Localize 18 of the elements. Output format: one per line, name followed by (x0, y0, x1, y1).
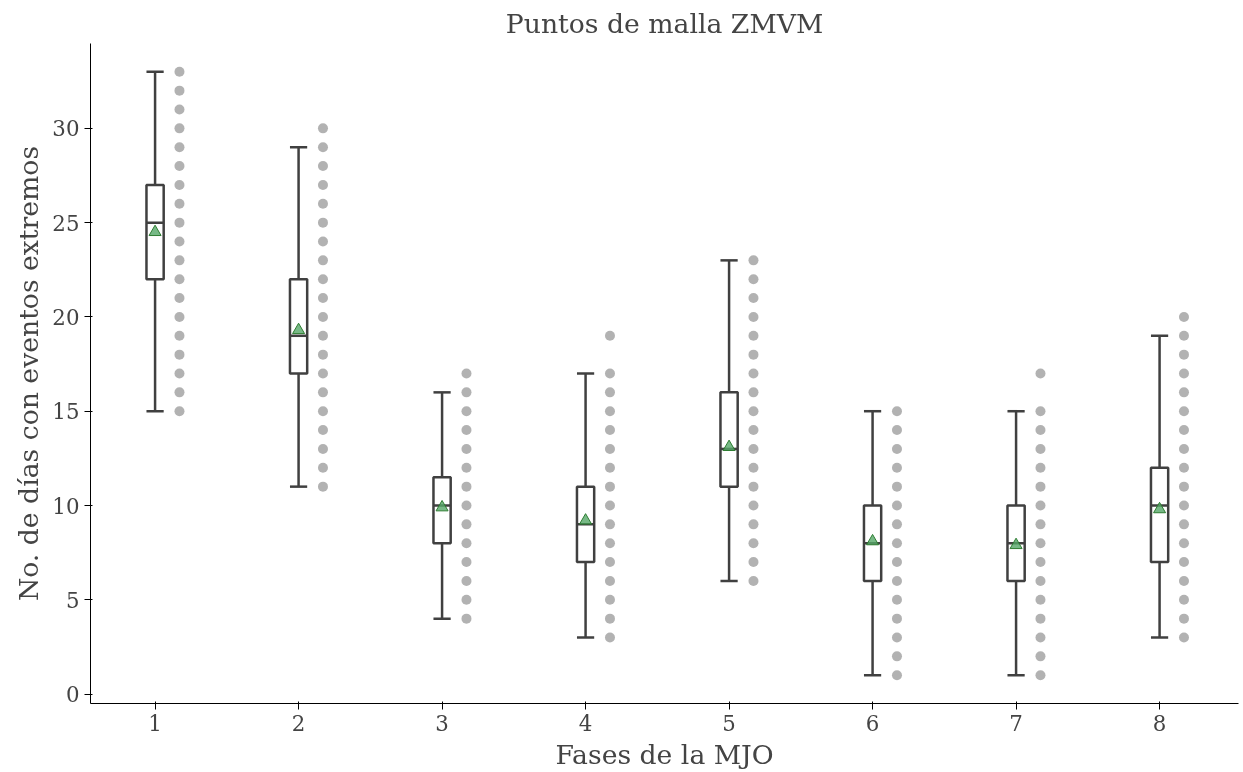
y-tick-label: 5 (65, 587, 80, 613)
y-tick-label: 10 (52, 493, 80, 519)
y-tick-label: 20 (52, 304, 80, 330)
y-tick-label: 25 (52, 210, 80, 236)
x-tick-label: 4 (578, 710, 593, 736)
x-tick-label: 6 (865, 710, 880, 736)
x-tick-label: 2 (291, 710, 306, 736)
x-tick-label: 5 (722, 710, 736, 736)
y-axis-title: No. de días con eventos extremos (13, 145, 45, 602)
x-axis-title: Fases de la MJO (555, 738, 774, 770)
y-tick-label: 0 (65, 682, 80, 708)
y-tick-label: 30 (52, 116, 80, 142)
y-tick-label: 15 (52, 399, 80, 425)
x-tick-label: 3 (435, 710, 449, 736)
x-tick-label: 8 (1152, 710, 1167, 736)
chart-title: Puntos de malla ZMVM (505, 7, 824, 39)
x-tick-label: 7 (1009, 710, 1023, 736)
x-tick-label: 1 (148, 710, 162, 736)
